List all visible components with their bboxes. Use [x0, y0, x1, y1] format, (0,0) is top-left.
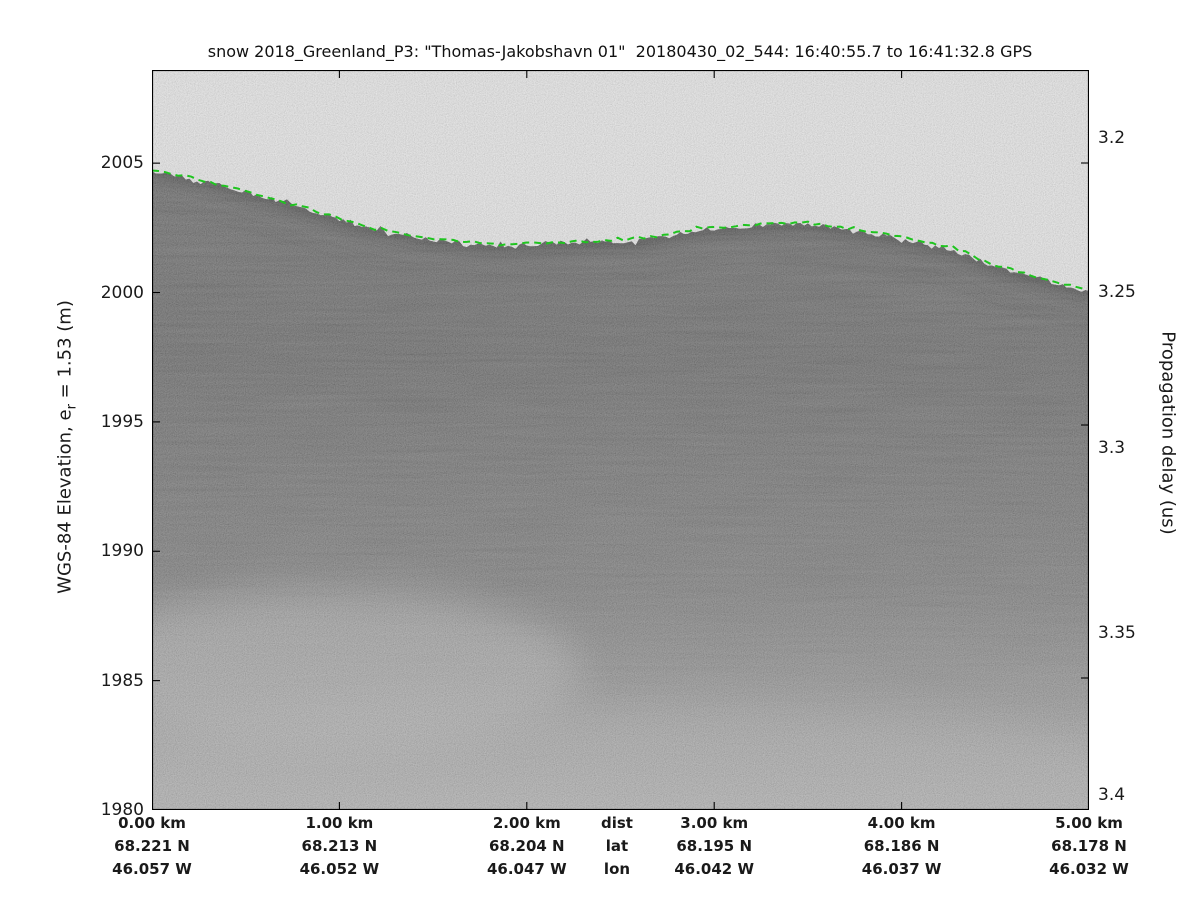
axis-ticks: [152, 70, 1089, 810]
x-axis-column: 1.00 km 68.213 N 46.052 W: [299, 814, 380, 878]
plot-area: [152, 70, 1089, 810]
x-axis-column: 3.00 km 68.195 N 46.042 W: [674, 814, 755, 878]
left-tick-label: 2005: [100, 153, 144, 174]
right-tick-label: 3.25: [1098, 282, 1136, 302]
right-tick-label: 3.4: [1098, 785, 1126, 805]
left-tick-label: 2000: [100, 282, 144, 303]
speckle-noise: [152, 70, 1089, 810]
left-tick-label: 1995: [100, 411, 144, 432]
echogram-image: [152, 70, 1089, 810]
right-axis-label: Propagation delay (us): [1157, 331, 1179, 535]
surface-pick-line: [152, 169, 1084, 290]
right-tick-label: 3.2: [1098, 128, 1126, 148]
right-tick-label: 3.3: [1098, 438, 1126, 458]
figure-title: snow 2018_Greenland_P3: "Thomas-Jakobsha…: [207, 42, 1033, 61]
left-tick-label: 1980: [100, 800, 144, 820]
x-axis-column: 5.00 km 68.178 N 46.032 W: [1049, 814, 1129, 878]
right-tick-label: 3.35: [1098, 623, 1136, 643]
axes-border: [152, 70, 1089, 810]
left-tick-label: 1990: [100, 541, 144, 562]
x-axis-column: 2.00 km 68.204 N 46.047 W: [486, 814, 567, 878]
x-axis-column: 4.00 km 68.186 N 46.037 W: [861, 814, 942, 878]
left-tick-label: 1985: [100, 670, 144, 691]
x-axis-row-headers: dist lat lon: [601, 814, 633, 878]
x-axis-column: 0.00 km 68.221 N 46.057 W: [112, 814, 192, 878]
